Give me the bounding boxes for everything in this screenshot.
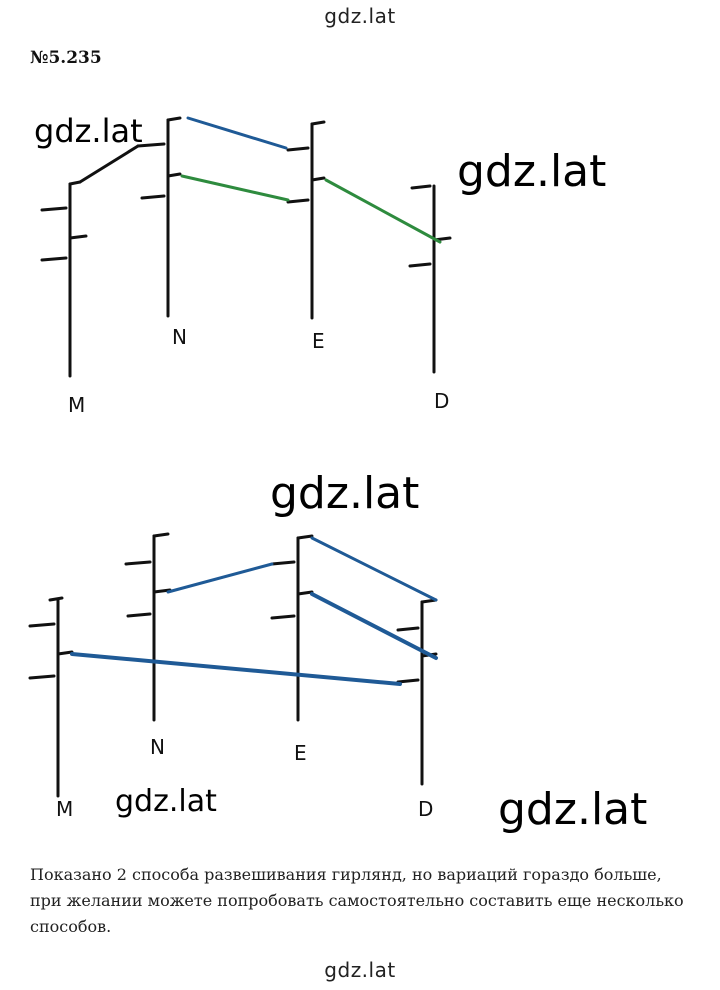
- poles-group-2: [28, 532, 438, 798]
- pole-label-m: M: [68, 393, 85, 417]
- poles-group-1: [40, 116, 452, 378]
- pole-labels-2: M N E D: [56, 735, 433, 820]
- garland-e-d-green: [324, 178, 442, 244]
- garlands-group-2: [70, 536, 438, 686]
- watermark-1: gdz.lat: [34, 112, 143, 150]
- watermark-2: gdz.lat: [457, 146, 607, 197]
- garland-m-d: [70, 652, 402, 686]
- solution-caption: Показано 2 способа развешивания гирлянд,…: [30, 865, 684, 936]
- watermark-4: gdz.lat: [115, 784, 217, 819]
- garland-e-d-upper: [310, 536, 438, 602]
- garland-e-d-lower: [310, 592, 438, 660]
- pole-label-m: M: [56, 797, 73, 820]
- pole-label-e: E: [312, 329, 325, 353]
- pole-label-n: N: [172, 325, 187, 349]
- garland-diagram-2: M N E D: [28, 532, 438, 820]
- garland-m-n: [78, 144, 140, 184]
- garland-diagram-1: M N E D: [40, 116, 452, 417]
- watermark-3: gdz.lat: [270, 468, 420, 519]
- garland-n-e: [166, 562, 274, 594]
- pole-label-n: N: [150, 735, 165, 759]
- site-header-watermark: gdz.lat: [324, 4, 396, 28]
- site-footer-watermark: gdz.lat: [324, 958, 396, 982]
- task-number: №5.235: [30, 48, 102, 68]
- garlands-group-1: [180, 116, 442, 244]
- pole-label-d: D: [418, 797, 433, 820]
- garland-n-e-blue: [186, 116, 288, 150]
- pole-labels-1: M N E D: [68, 325, 449, 417]
- pole-label-e: E: [294, 741, 307, 765]
- pole-label-d: D: [434, 389, 449, 413]
- watermark-5: gdz.lat: [498, 784, 648, 835]
- garland-n-e-green: [180, 174, 290, 202]
